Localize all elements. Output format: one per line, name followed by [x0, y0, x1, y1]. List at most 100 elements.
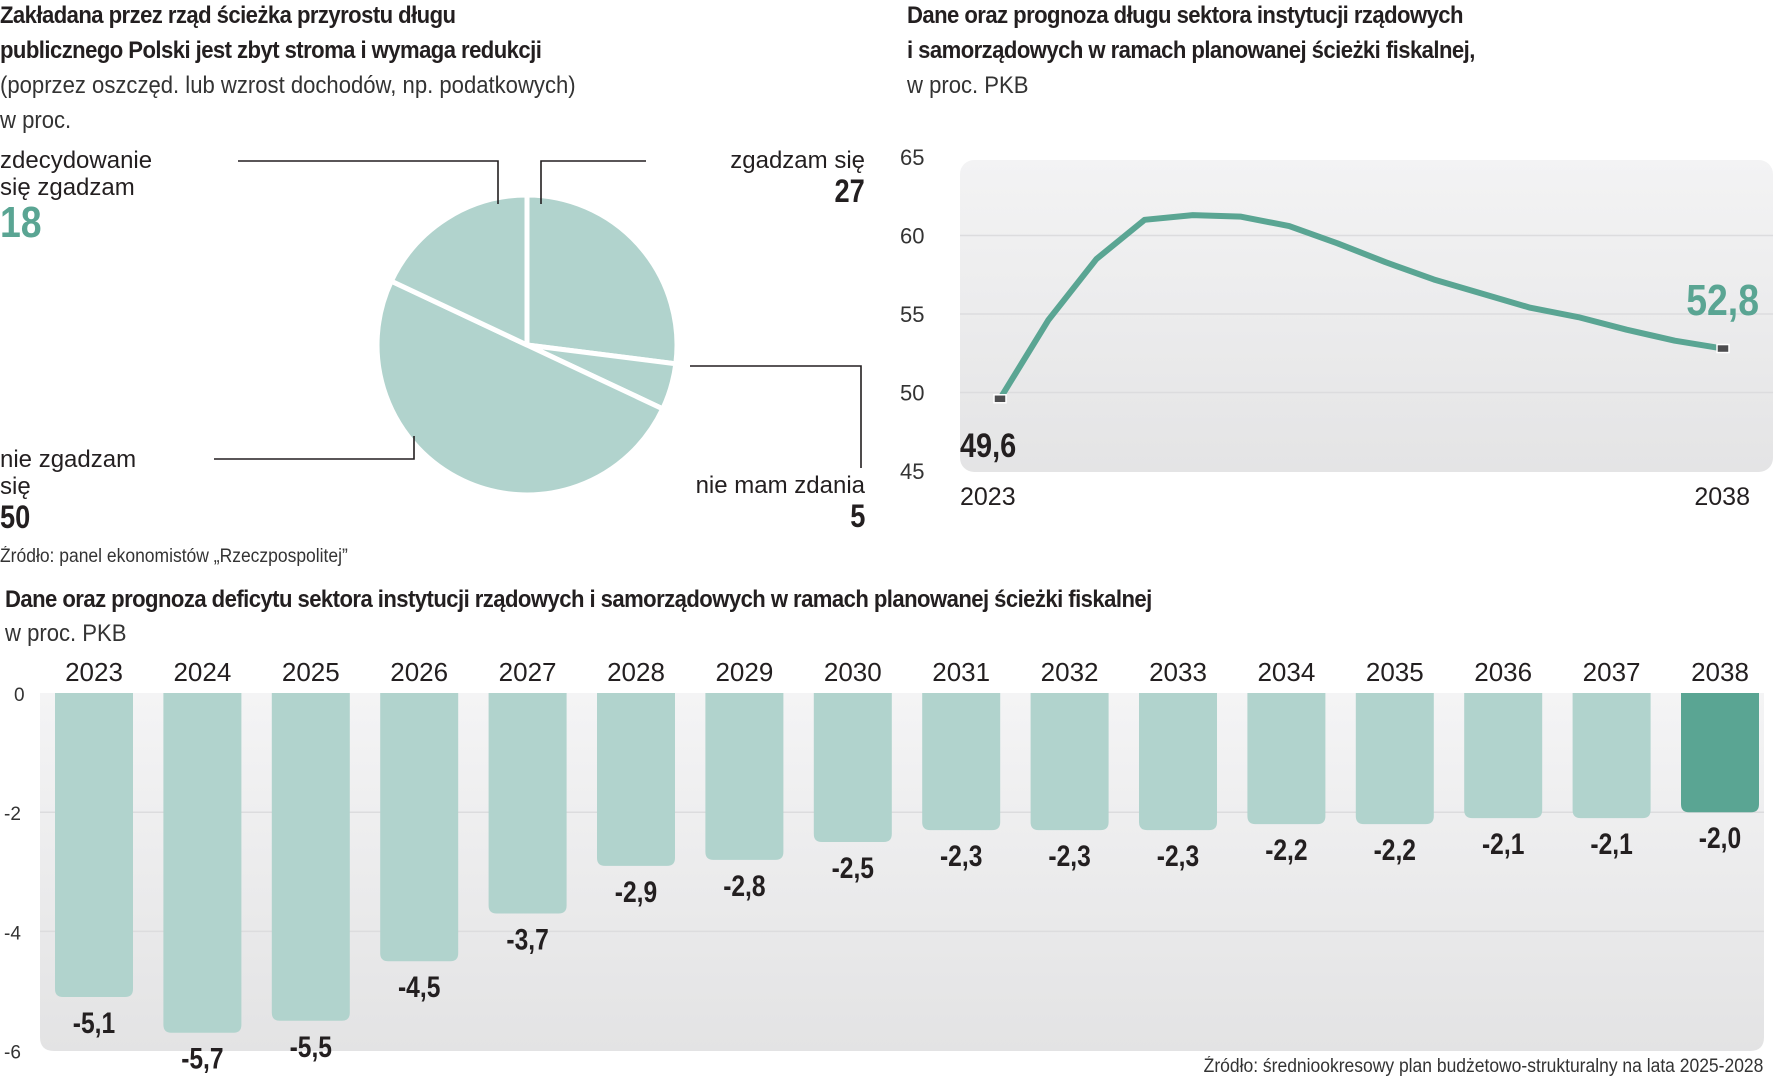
start-point-marker — [993, 394, 1007, 404]
bar-value-label: -2,1 — [1590, 827, 1632, 861]
slice-label-line2: się — [0, 473, 31, 500]
y-tick-label: 50 — [900, 381, 924, 406]
pie-subtitle: (poprzez oszczęd. lub wzrost dochodów, n… — [0, 72, 576, 99]
bar-value-label: -2,3 — [1048, 839, 1090, 873]
y-tick-label: 45 — [900, 459, 924, 484]
bar-2031 — [922, 693, 1001, 831]
x-tick-label: 2028 — [607, 657, 665, 687]
y-tick-label: 65 — [900, 145, 924, 170]
y-tick-label: -4 — [4, 923, 21, 944]
x-tick-label: 2030 — [824, 657, 882, 687]
bar-2032 — [1030, 693, 1109, 831]
bar-2023 — [55, 693, 133, 997]
bar-2027 — [488, 693, 567, 914]
x-tick-label: 2026 — [390, 657, 448, 687]
slice-value: 27 — [834, 173, 865, 209]
y-tick-label: 60 — [900, 224, 924, 249]
bar-title: Dane oraz prognoza deficytu sektora inst… — [5, 586, 1152, 613]
line-plot-background — [960, 160, 1773, 472]
end-point-marker — [1716, 343, 1730, 354]
bar-2026 — [380, 693, 459, 962]
x-tick-label: 2035 — [1366, 657, 1424, 687]
pie-label-no-opinion: nie mam zdania 5 — [696, 472, 865, 533]
bar-2025 — [271, 693, 350, 1021]
x-tick-label: 2036 — [1474, 657, 1532, 687]
pie-label-disagree: nie zgadzam się 50 — [0, 446, 136, 534]
debt-line — [997, 212, 1726, 402]
pie-title-line1: Zakładana przez rząd ścieżka przyrostu d… — [0, 2, 456, 29]
line-start-value-label: 49,6 — [960, 426, 1016, 465]
x-tick-label: 2025 — [282, 657, 340, 687]
leader-line-no-opinion — [690, 365, 862, 468]
line-chart: 65 60 55 50 45 49,6 52,8 2023 2038 — [900, 145, 1773, 511]
pie-label-agree: zgadzam się 27 — [730, 147, 865, 208]
pie-title-line2: publicznego Polski jest zbyt stroma i wy… — [0, 37, 542, 64]
x-tick-label: 2037 — [1583, 657, 1641, 687]
slice-label-line1: zdecydowanie — [0, 147, 153, 174]
bar-value-label: -5,5 — [290, 1029, 332, 1063]
y-tick-label: 55 — [900, 302, 924, 327]
bar-2033 — [1139, 693, 1217, 831]
bar-2029 — [705, 693, 784, 860]
x-tick-label: 2031 — [932, 657, 990, 687]
y-tick-label: 0 — [14, 685, 25, 706]
bar-value-label: -5,1 — [73, 1006, 115, 1040]
bar-source: Źródło: średniookresowy plan budżetowo-s… — [1203, 1056, 1763, 1077]
slice-label-line2: się zgadzam — [0, 174, 135, 201]
bar-2024 — [163, 693, 242, 1033]
bar-value-label: -2,5 — [832, 851, 874, 885]
slice-label-line1: nie zgadzam — [0, 446, 137, 473]
pie-unit: w proc. — [0, 107, 72, 134]
bar-2035 — [1355, 693, 1434, 825]
slice-label-line1: zgadzam się — [730, 147, 865, 174]
x-tick-label: 2029 — [715, 657, 773, 687]
pie-slice-disagree — [374, 278, 666, 498]
bar-value-label: -4,5 — [398, 970, 440, 1004]
bar-2036 — [1464, 693, 1543, 819]
bar-2030 — [813, 693, 892, 842]
leader-line-strongly-agree — [238, 160, 499, 204]
x-tick-label: 2038 — [1691, 657, 1749, 687]
slice-value: 18 — [0, 198, 42, 247]
bar-value-label: -3,7 — [506, 922, 548, 956]
x-label-start: 2023 — [960, 483, 1016, 511]
bar-value-label: -2,8 — [723, 869, 765, 903]
x-label-end: 2038 — [1694, 483, 1750, 511]
pie-source: Źródło: panel ekonomistów „Rzeczpospolit… — [0, 546, 348, 567]
line-end-value-label: 52,8 — [1686, 275, 1759, 325]
bar-value-label: -5,7 — [181, 1041, 223, 1075]
bar-value-label: -2,2 — [1374, 833, 1416, 867]
pie-slice-strongly-agree — [388, 192, 530, 348]
bar-value-label: -2,0 — [1699, 821, 1741, 855]
y-tick-label: -2 — [4, 804, 21, 825]
pie-slice-agree — [524, 192, 680, 367]
line-title-line2: i samorządowych w ramach planowanej ście… — [907, 37, 1475, 64]
y-tick-label: -6 — [4, 1043, 21, 1064]
x-tick-label: 2027 — [499, 657, 557, 687]
leader-line-agree — [540, 160, 646, 204]
x-tick-label: 2033 — [1149, 657, 1207, 687]
line-unit: w proc. PKB — [907, 72, 1029, 99]
bar-2038 — [1681, 693, 1759, 813]
bar-unit: w proc. PKB — [5, 620, 127, 647]
slice-label-line1: nie mam zdania — [695, 472, 865, 499]
slice-value: 5 — [849, 498, 865, 534]
bar-value-label: -2,9 — [615, 875, 657, 909]
bar-value-label: -2,1 — [1482, 827, 1524, 861]
line-title-line1: Dane oraz prognoza długu sektora instytu… — [907, 2, 1464, 29]
x-tick-label: 2032 — [1041, 657, 1099, 687]
bar-2034 — [1247, 693, 1326, 825]
bar-value-label: -2,3 — [940, 839, 982, 873]
x-tick-label: 2023 — [65, 657, 123, 687]
leader-line-disagree — [214, 436, 415, 460]
pie-label-strongly-agree: zdecydowanie się zgadzam 18 — [0, 147, 152, 245]
bar-2028 — [597, 693, 675, 866]
x-tick-label: 2024 — [173, 657, 231, 687]
bar-2037 — [1572, 693, 1651, 819]
bar-value-label: -2,2 — [1265, 833, 1307, 867]
x-tick-label: 2034 — [1257, 657, 1315, 687]
bar-plot-background — [40, 693, 1764, 1051]
bar-chart: 0 -2 -4 -6 2023 2024 2025 2026 2027 2028 2029 2030… — [4, 657, 1764, 1075]
pie-chart — [214, 160, 862, 498]
bar-value-label: -2,3 — [1157, 839, 1199, 873]
